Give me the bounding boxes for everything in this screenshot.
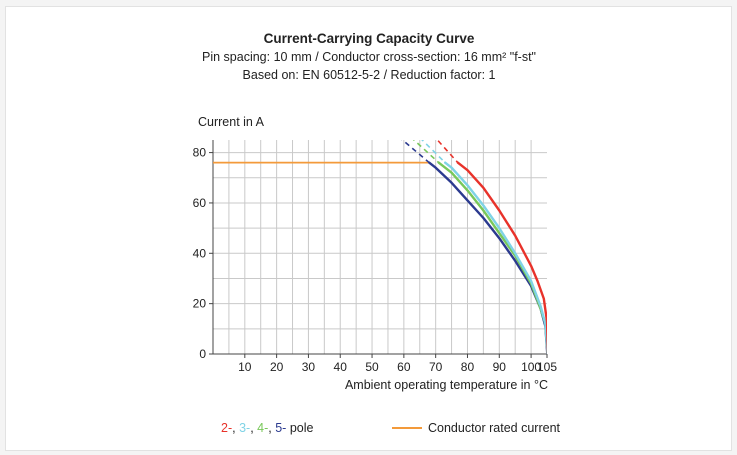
x-tick-label: 10 [238, 360, 252, 374]
chart-title: Current-Carrying Capacity Curve [264, 31, 475, 46]
legend-pole-part: , [232, 421, 239, 435]
x-tick-label: 105 [537, 360, 557, 374]
series-5-pole-dashed-line [401, 140, 430, 164]
legend-pole-part: pole [286, 421, 313, 435]
chart-card: Current-Carrying Capacity Curve Pin spac… [5, 6, 732, 451]
chart-subtitle-2: Based on: EN 60512-5-2 / Reduction facto… [243, 68, 496, 82]
legend-pole-part: , [250, 421, 257, 435]
x-tick-label: 70 [429, 360, 443, 374]
y-tick-label: 40 [193, 246, 207, 260]
x-tick-label: 20 [270, 360, 284, 374]
series-5-pole-line [428, 161, 547, 354]
chart-subtitle-1: Pin spacing: 10 mm / Conductor cross-sec… [202, 50, 536, 64]
series-2-pole-dashed-line [436, 140, 459, 164]
y-tick-label: 80 [193, 146, 207, 160]
legend-pole-part: 2- [221, 421, 232, 435]
y-tick-label: 20 [193, 297, 207, 311]
x-axis-label: Ambient operating temperature in °C [345, 378, 548, 392]
series-2-pole-line [456, 161, 547, 354]
x-tick-label: 80 [461, 360, 475, 374]
x-tick-label: 40 [334, 360, 348, 374]
y-tick-label: 60 [193, 196, 207, 210]
y-axis-label: Current in A [198, 115, 265, 129]
x-tick-label: 60 [397, 360, 411, 374]
legend-pole-part: , [268, 421, 275, 435]
x-tick-label: 100 [521, 360, 541, 374]
y-tick-label: 0 [199, 347, 206, 361]
series-3-pole-line [444, 161, 547, 354]
legend-pole-part: 5- [275, 421, 286, 435]
legend: 2-, 3-, 4-, 5- pole Conductor rated curre… [221, 421, 561, 435]
series-3-pole-dashed-line [421, 140, 446, 164]
legend-rated-current-label: Conductor rated current [428, 421, 561, 435]
legend-pole-part: 4- [257, 421, 268, 435]
curves-group [213, 140, 547, 354]
capacity-curve-chart: Current-Carrying Capacity Curve Pin spac… [193, 31, 561, 435]
legend-pole-label: 2-, 3-, 4-, 5- pole [221, 421, 314, 435]
x-tick-label: 50 [365, 360, 379, 374]
legend-pole-part: 3- [239, 421, 250, 435]
x-tick-label: 30 [302, 360, 316, 374]
x-tick-label: 90 [493, 360, 507, 374]
series-4-pole-dashed-line [412, 140, 440, 164]
